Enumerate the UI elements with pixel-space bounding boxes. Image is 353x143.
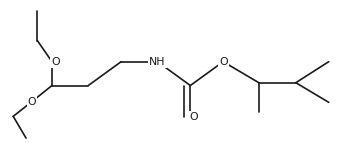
Text: O: O bbox=[28, 97, 36, 107]
Text: O: O bbox=[219, 57, 228, 67]
Text: O: O bbox=[190, 112, 198, 122]
Text: NH: NH bbox=[149, 57, 166, 67]
Text: O: O bbox=[51, 57, 60, 67]
